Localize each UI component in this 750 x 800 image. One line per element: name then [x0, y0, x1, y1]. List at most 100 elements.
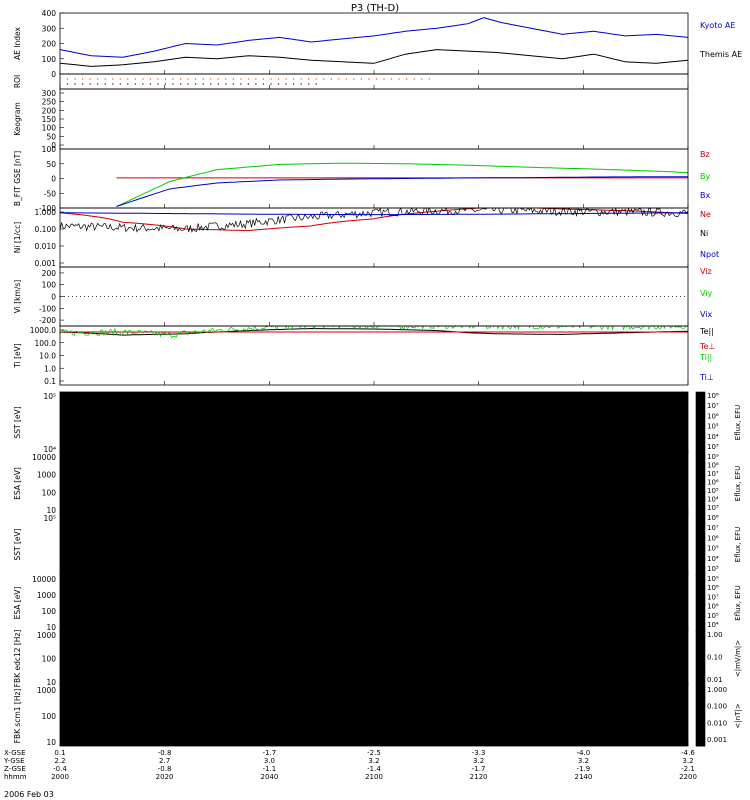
heatmap-cell	[248, 439, 256, 445]
heatmap-cell	[492, 557, 501, 563]
heatmap-cell	[136, 496, 145, 502]
y-tick-label: 0	[51, 293, 56, 302]
heatmap-cell	[199, 587, 208, 592]
heatmap-cell	[199, 561, 208, 567]
heatmap-cell	[367, 457, 375, 463]
heatmap-cell	[478, 405, 487, 411]
heatmap-cell	[374, 557, 382, 563]
heatmap-cell	[611, 505, 619, 511]
heatmap-cell	[381, 500, 389, 506]
heatmap-cell	[60, 619, 68, 624]
heatmap-cell	[541, 514, 550, 519]
heatmap-cell	[367, 531, 375, 537]
heatmap-cell	[332, 409, 340, 415]
heatmap-cell	[618, 544, 626, 550]
heatmap-cell	[80, 557, 89, 563]
heatmap-cell	[339, 492, 347, 498]
heatmap-cell	[276, 607, 284, 612]
heatmap-cell	[234, 453, 242, 458]
heatmap-cell	[171, 466, 180, 472]
heatmap-cell	[653, 439, 661, 445]
heatmap-cell	[129, 548, 138, 554]
heatmap-cell	[297, 470, 305, 476]
heatmap-cell	[464, 435, 473, 441]
heatmap-cell	[164, 470, 173, 476]
heatmap-cell	[185, 531, 194, 537]
heatmap-cell	[388, 409, 396, 415]
heatmap-cell	[346, 544, 354, 550]
heatmap-cell	[464, 615, 473, 620]
heatmap-cell	[234, 535, 242, 541]
heatmap-cell	[583, 422, 591, 428]
heatmap-cell	[213, 435, 222, 441]
heatmap-cell	[583, 435, 591, 441]
heatmap-cell	[94, 396, 103, 402]
heatmap-cell	[220, 595, 229, 600]
heatmap-cell	[74, 627, 82, 631]
heatmap-cell	[283, 496, 291, 502]
heatmap-cell	[597, 544, 605, 550]
heatmap-cell	[478, 396, 487, 402]
heatmap-cell	[346, 474, 354, 480]
heatmap-cell	[94, 426, 103, 432]
heatmap-cell	[374, 627, 382, 631]
heatmap-cell	[178, 422, 187, 428]
heatmap-cell	[653, 453, 661, 458]
heatmap-cell	[408, 426, 417, 432]
heatmap-cell	[381, 413, 389, 419]
heatmap-cell	[185, 611, 194, 616]
heatmap-cell	[681, 492, 688, 498]
heatmap-cell	[311, 575, 319, 580]
heatmap-cell	[555, 426, 563, 432]
heatmap-cell	[164, 435, 173, 441]
heatmap-cell	[520, 496, 529, 502]
heatmap-cell	[220, 466, 229, 472]
heatmap-cell	[325, 531, 333, 537]
heatmap-cell	[297, 579, 305, 584]
heatmap-cell	[653, 409, 661, 415]
y-tick-label: 100	[42, 55, 57, 64]
heatmap-cell	[374, 422, 382, 428]
heatmap-cell	[311, 396, 319, 402]
heatmap-cell	[122, 583, 131, 588]
heatmap-cell	[667, 466, 675, 472]
heatmap-cell	[604, 435, 612, 441]
heatmap-cell	[241, 579, 249, 584]
y-tick-label: 0	[51, 175, 56, 184]
heatmap-cell	[583, 457, 591, 463]
heatmap-cell	[80, 570, 89, 575]
heatmap-cell	[248, 615, 256, 620]
colorbar-cell	[696, 520, 705, 524]
heatmap-cell	[94, 591, 103, 596]
heatmap-cell	[262, 544, 270, 550]
heatmap-cell	[367, 587, 375, 592]
heatmap-cell	[429, 527, 438, 533]
heatmap-cell	[290, 548, 298, 554]
heatmap-cell	[297, 396, 305, 402]
heatmap-cell	[318, 496, 326, 502]
heatmap-cell	[457, 483, 466, 489]
heatmap-cell	[618, 557, 626, 563]
heatmap-cell	[457, 392, 466, 397]
heatmap-cell	[94, 595, 103, 600]
heatmap-cell	[674, 566, 682, 572]
heatmap-cell	[374, 544, 382, 550]
heatmap-cell	[171, 439, 180, 445]
heatmap-cell	[436, 392, 445, 397]
heatmap-cell	[290, 448, 298, 453]
heatmap-cell	[492, 514, 501, 519]
heatmap-cell	[248, 470, 256, 476]
heatmap-cell	[150, 426, 159, 432]
heatmap-cell	[101, 557, 110, 563]
heatmap-cell	[653, 479, 661, 485]
heatmap-cell	[499, 527, 508, 533]
heatmap-cell	[304, 457, 312, 463]
heatmap-cell	[234, 587, 242, 592]
heatmap-cell	[199, 553, 208, 559]
heatmap-cell	[422, 619, 431, 624]
heatmap-cell	[283, 615, 291, 620]
heatmap-cell	[367, 548, 375, 554]
heatmap-cell	[262, 611, 270, 616]
heatmap-cell	[332, 570, 340, 575]
heatmap-cell	[227, 466, 236, 472]
